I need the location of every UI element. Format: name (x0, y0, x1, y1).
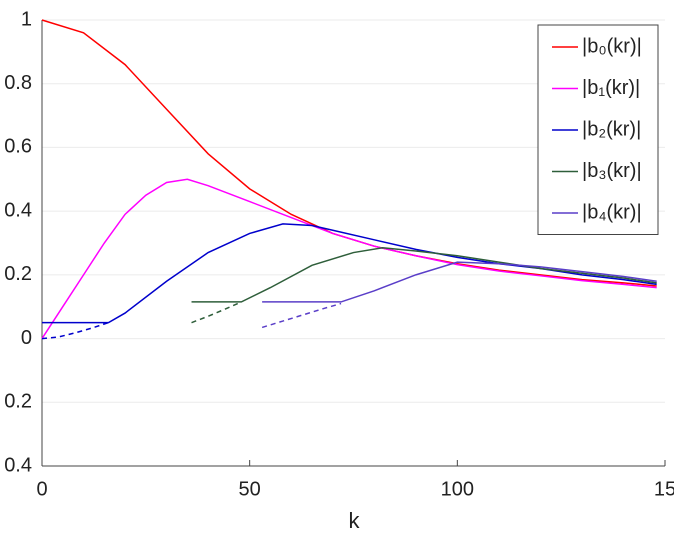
x-tick-label: 0 (36, 478, 47, 500)
y-tick-label: 0.4 (4, 199, 32, 221)
y-tick-label: 0.8 (4, 72, 32, 94)
x-axis-label: k (349, 508, 361, 533)
x-tick-label: 50 (239, 478, 261, 500)
line (262, 261, 657, 303)
legend-label: |b₃(kr)| (582, 160, 642, 182)
legend-label: |b₂(kr)| (582, 118, 641, 140)
dashed-line (261, 302, 342, 329)
y-tick-label: 0.2 (4, 391, 32, 413)
legend-label: |b₀(kr)| (582, 35, 642, 57)
y-tick-label: 1 (21, 8, 32, 30)
dashed-line (41, 321, 109, 340)
y-tick-label: 0.6 (4, 136, 32, 158)
x-tick-label: 15 (654, 478, 674, 500)
legend-label: |b₄(kr)| (582, 201, 642, 223)
line (41, 178, 657, 339)
x-tick-label: 100 (441, 478, 474, 500)
y-tick-label: 0.2 (4, 263, 32, 285)
y-tick-label: 0.4 (4, 454, 32, 476)
legend-label: |b₁(kr)| (582, 77, 640, 99)
dashed-line (191, 301, 242, 324)
y-tick-label: 0 (21, 327, 32, 349)
line (191, 247, 657, 303)
